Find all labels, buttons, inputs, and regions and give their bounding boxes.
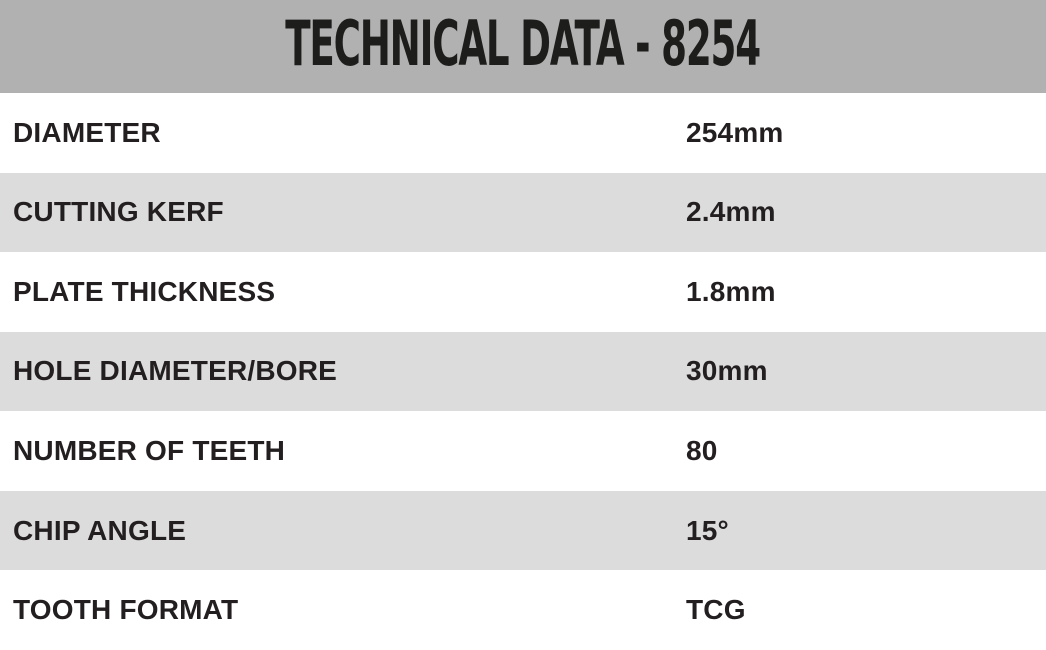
spec-value: 15° [686, 514, 729, 546]
table-row: TOOTH FORMAT TCG [0, 570, 1046, 650]
table-header: TECHNICAL DATA - 8254 [0, 0, 1046, 93]
spec-label: HOLE DIAMETER/BORE [13, 355, 338, 387]
spec-label: CHIP ANGLE [13, 514, 187, 546]
spec-value: 30mm [686, 355, 768, 387]
table-row: CHIP ANGLE 15° [0, 490, 1046, 571]
spec-label: PLATE THICKNESS [13, 275, 276, 307]
table-row: DIAMETER 254mm [0, 93, 1046, 173]
spec-label: CUTTING KERF [13, 196, 224, 228]
spec-table: DIAMETER 254mm CUTTING KERF 2.4mm PLATE … [0, 93, 1046, 650]
spec-value: 80 [686, 435, 718, 467]
table-row: HOLE DIAMETER/BORE 30mm [0, 331, 1046, 412]
spec-label: NUMBER OF TEETH [13, 435, 286, 467]
table-row: NUMBER OF TEETH 80 [0, 411, 1046, 491]
spec-value: 2.4mm [686, 196, 776, 228]
spec-value: 1.8mm [686, 275, 776, 307]
table-title: TECHNICAL DATA - 8254 [285, 6, 762, 80]
spec-value: 254mm [686, 116, 784, 148]
spec-label: DIAMETER [13, 116, 161, 148]
spec-label: TOOTH FORMAT [13, 594, 239, 626]
table-row: PLATE THICKNESS 1.8mm [0, 252, 1046, 332]
table-row: CUTTING KERF 2.4mm [0, 172, 1046, 253]
spec-value: TCG [686, 594, 746, 626]
